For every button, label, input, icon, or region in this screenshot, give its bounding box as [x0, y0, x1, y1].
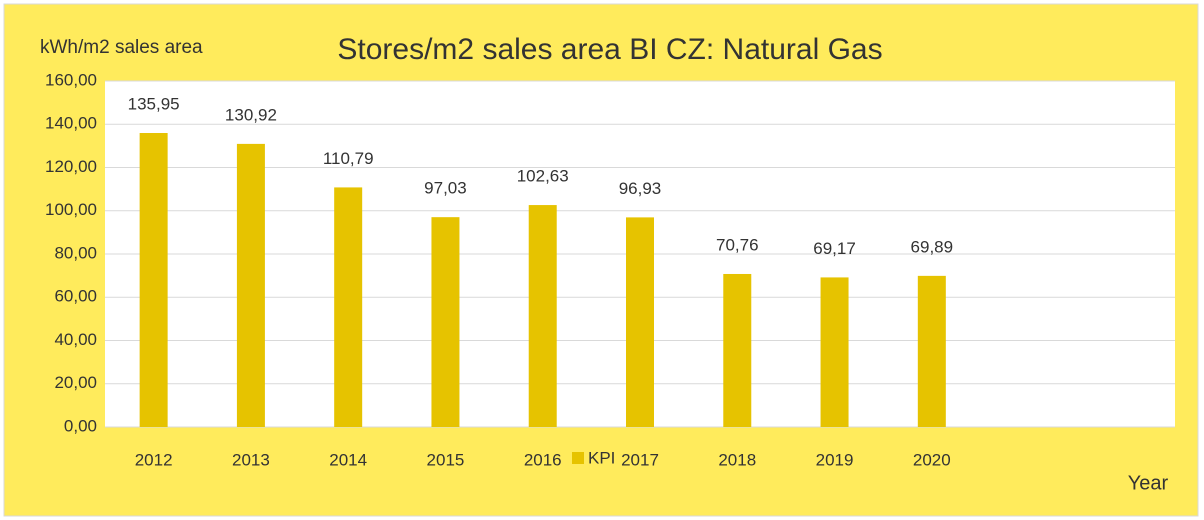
x-tick-label: 2019	[816, 450, 854, 469]
bar	[528, 205, 557, 427]
y-tick-label: 0,00	[64, 416, 97, 435]
y-tick-label: 40,00	[54, 330, 97, 349]
bar	[723, 273, 752, 427]
bar	[431, 217, 460, 427]
y-tick-label: 60,00	[54, 287, 97, 306]
y-tick-label: 80,00	[54, 243, 97, 262]
x-tick-label: 2017	[621, 450, 659, 469]
bar	[334, 187, 363, 427]
bar	[917, 275, 946, 427]
y-tick-label: 120,00	[45, 157, 97, 176]
x-tick-label: 2020	[913, 450, 951, 469]
data-label: 96,93	[619, 179, 662, 198]
legend-swatch	[572, 452, 584, 464]
x-tick-label: 2012	[135, 450, 173, 469]
y-tick-label: 100,00	[45, 200, 97, 219]
x-tick-label: 2015	[427, 450, 465, 469]
x-tick-label: 2016	[524, 450, 562, 469]
data-label: 97,03	[424, 179, 467, 198]
y-tick-label: 20,00	[54, 373, 97, 392]
data-label: 102,63	[517, 167, 569, 186]
data-label: 135,95	[128, 94, 180, 113]
data-label: 69,17	[813, 239, 856, 258]
y-tick-label: 160,00	[45, 70, 97, 89]
legend-label: KPI	[588, 448, 615, 467]
y-axis-label: kWh/m2 sales area	[40, 37, 203, 58]
data-label: 110,79	[323, 149, 374, 168]
bar	[139, 133, 168, 427]
data-label: 130,92	[225, 105, 277, 124]
data-label: 70,76	[716, 235, 759, 254]
bar	[236, 143, 265, 427]
bar	[820, 277, 849, 427]
y-tick-label: 140,00	[45, 114, 97, 133]
x-tick-label: 2018	[718, 450, 756, 469]
x-axis-label: Year	[1128, 472, 1169, 494]
bar	[626, 217, 654, 427]
x-tick-label: 2014	[329, 450, 367, 469]
data-label: 69,89	[911, 237, 954, 256]
x-tick-label: 2013	[232, 450, 270, 469]
chart-title: Stores/m2 sales area BI CZ: Natural Gas	[337, 33, 882, 66]
